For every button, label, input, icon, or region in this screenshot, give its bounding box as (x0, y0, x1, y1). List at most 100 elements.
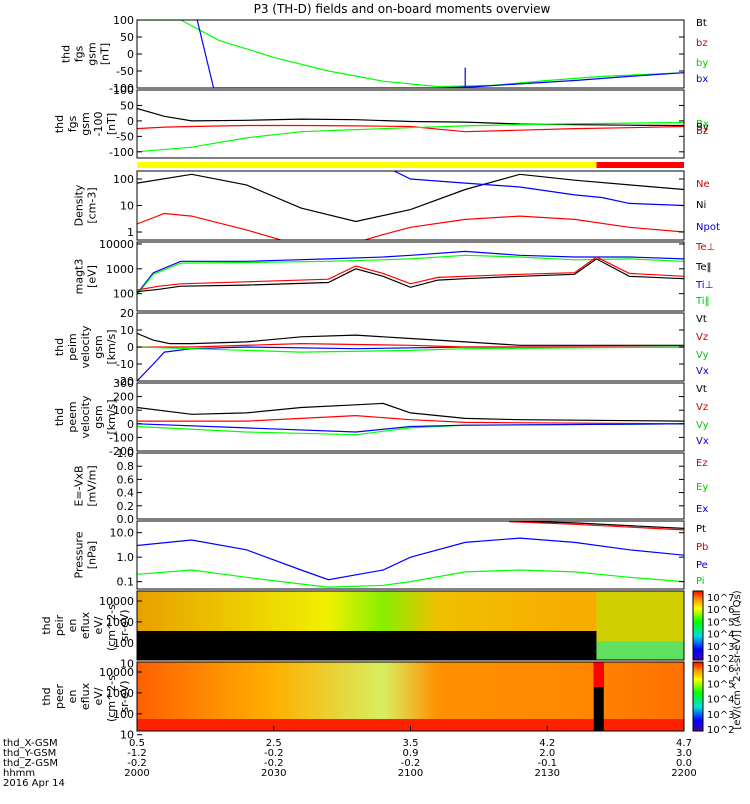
y-tick-label: 10000 (99, 666, 134, 679)
y-tick-label: 100 (113, 708, 134, 721)
y-tick-label: 50 (120, 31, 134, 44)
y-axis-label-line: (cm^2-s- (105, 671, 118, 722)
colorbar-tick: 10^7 (707, 593, 734, 604)
panel-frame (136, 241, 685, 312)
y-axis-label-line: eV/ (92, 616, 105, 634)
y-axis-label-line: en (66, 619, 79, 633)
x-tick-value: 3.0 (676, 748, 692, 759)
legend-bx: Bx (696, 119, 709, 130)
y-tick-label: 200 (113, 391, 134, 404)
y-tick-label: 0.4 (117, 487, 135, 500)
legend-vz: Vz (696, 402, 708, 413)
y-tick-label: 0.6 (117, 473, 135, 486)
y-axis-label-line: thd (53, 338, 66, 356)
colorbar-tick: 10^2 (707, 654, 734, 665)
legend-vx: Vx (696, 366, 709, 377)
series-line-vx (137, 423, 684, 433)
panel-peir_en: 10000 1000 100 10 10^710^610^5 10^410^310^2 th… (40, 590, 734, 671)
y-tick-label: -100 (109, 82, 134, 95)
x-row-label: 2016 Apr 14 (3, 778, 65, 789)
series-line-vz (137, 342, 684, 348)
mode-bar-yellow (137, 162, 597, 168)
y-axis-label-line: [mV/m] (86, 465, 99, 506)
panel-mag_temp: 10000 1000 100 Te⊥ Te‖ Ti⊥ Ti‖ magt3[eV] (73, 238, 715, 312)
panel-frame (136, 312, 685, 382)
x-tick-value: 2130 (535, 768, 560, 779)
x-tick-value: 2000 (124, 768, 149, 779)
y-tick-label: 1 (127, 226, 134, 239)
legend-bz: Bz (696, 126, 708, 137)
y-axis-label: thdpeimvelocitygsm[km/s] (53, 325, 118, 368)
y-axis-label: thdpeirenefluxeV/(cm^2-s-sr-eV) (40, 600, 131, 651)
y-tick-label: 20 (120, 307, 134, 320)
panel-peer_en: 10000 1000 100 10 10^6 10^5 10^4 10^3 10^2 thdpee… (40, 661, 734, 742)
x-tick-value: 0.0 (676, 758, 692, 769)
colorbar-tick: 10^5 (707, 617, 734, 628)
series-line-bx (196, 20, 684, 88)
series-line-ne (137, 212, 684, 240)
y-tick-label: 0.8 (117, 460, 135, 473)
y-tick-label: 10000 (99, 595, 134, 608)
colorbar-tick: 10^3 (707, 642, 734, 653)
x-tick-value: 2030 (261, 768, 286, 779)
y-axis-label-line: eflux (79, 682, 92, 710)
panel-pressure: 10.0 1.0 0.1 Pt Pb Pe Pi Pressure[nPa] (73, 520, 708, 590)
y-tick-label: 300 (113, 377, 134, 390)
series-line-by (137, 20, 684, 88)
y-axis-label-line: Density (73, 184, 86, 226)
heatmap-gap-red (593, 662, 604, 687)
y-axis-label-line: gsm (86, 42, 99, 65)
colorbar (692, 661, 704, 732)
y-axis-label-line: thd (60, 45, 73, 63)
y-tick-label: 100 (113, 288, 134, 301)
series-line-npot (393, 171, 684, 207)
y-tick-label: -100 (109, 146, 134, 159)
y-axis-label-line: sr-eV) (118, 680, 131, 712)
colorbar-tick: 10^6 (707, 664, 734, 675)
series-line-te‖ (137, 258, 684, 293)
y-tick-label: 1000 (106, 687, 134, 700)
legend-ey: Ey (696, 482, 708, 493)
y-tick-label: 0.1 (117, 576, 135, 589)
legend-te⊥: Te⊥ (695, 242, 715, 253)
legend-pi: Pi (696, 576, 705, 587)
colorbar (692, 590, 704, 661)
x-tick-value: 4.2 (539, 738, 555, 749)
series-line-vy (137, 346, 684, 353)
panel-frame (136, 19, 685, 89)
y-axis-label: thdfgsgsm-100[nT] (53, 112, 118, 137)
legend-pt: Pt (696, 524, 706, 535)
series-line-vt (137, 402, 684, 422)
y-tick-label: 0 (127, 418, 134, 431)
heatmap-gap (593, 662, 604, 731)
legend-ne: Ne (696, 179, 710, 190)
series-line-red (137, 124, 684, 133)
series-line-pb (508, 521, 684, 531)
series-line-ti‖ (137, 254, 684, 296)
legend-vt: Vt (696, 384, 707, 395)
y-axis-label-line: [nPa] (86, 541, 99, 569)
series-line-pt (508, 521, 684, 529)
x-tick-value: 2.0 (539, 748, 555, 759)
x-row-label: thd_Y-GSM (3, 748, 56, 759)
legend-vy: Vy (696, 350, 709, 361)
legend-ti‖: Ti‖ (695, 296, 710, 307)
legend-pb: Pb (696, 542, 708, 553)
y-tick-label: 10 (120, 324, 134, 337)
heatmap-lowenergy-block (137, 631, 597, 660)
y-axis-label-line: fgs (73, 45, 86, 62)
x-tick-value: -0.2 (264, 748, 284, 759)
x-tick-value: 2.5 (266, 738, 282, 749)
y-tick-label: 1.0 (117, 551, 135, 564)
y-tick-label: 0 (127, 341, 134, 354)
series-line-green (137, 121, 684, 153)
colorbar-tick: 10^5 (707, 679, 734, 690)
y-tick-label: 1000 (106, 616, 134, 629)
panel-efield: 1.00.80.60.40.20.0 Ez Ey Ex E=-VxB[mV/m] (73, 447, 709, 526)
y-tick-label: -10 (116, 358, 134, 371)
panel-frame (136, 382, 685, 452)
colorbar-tick: 10^2 (707, 725, 734, 736)
